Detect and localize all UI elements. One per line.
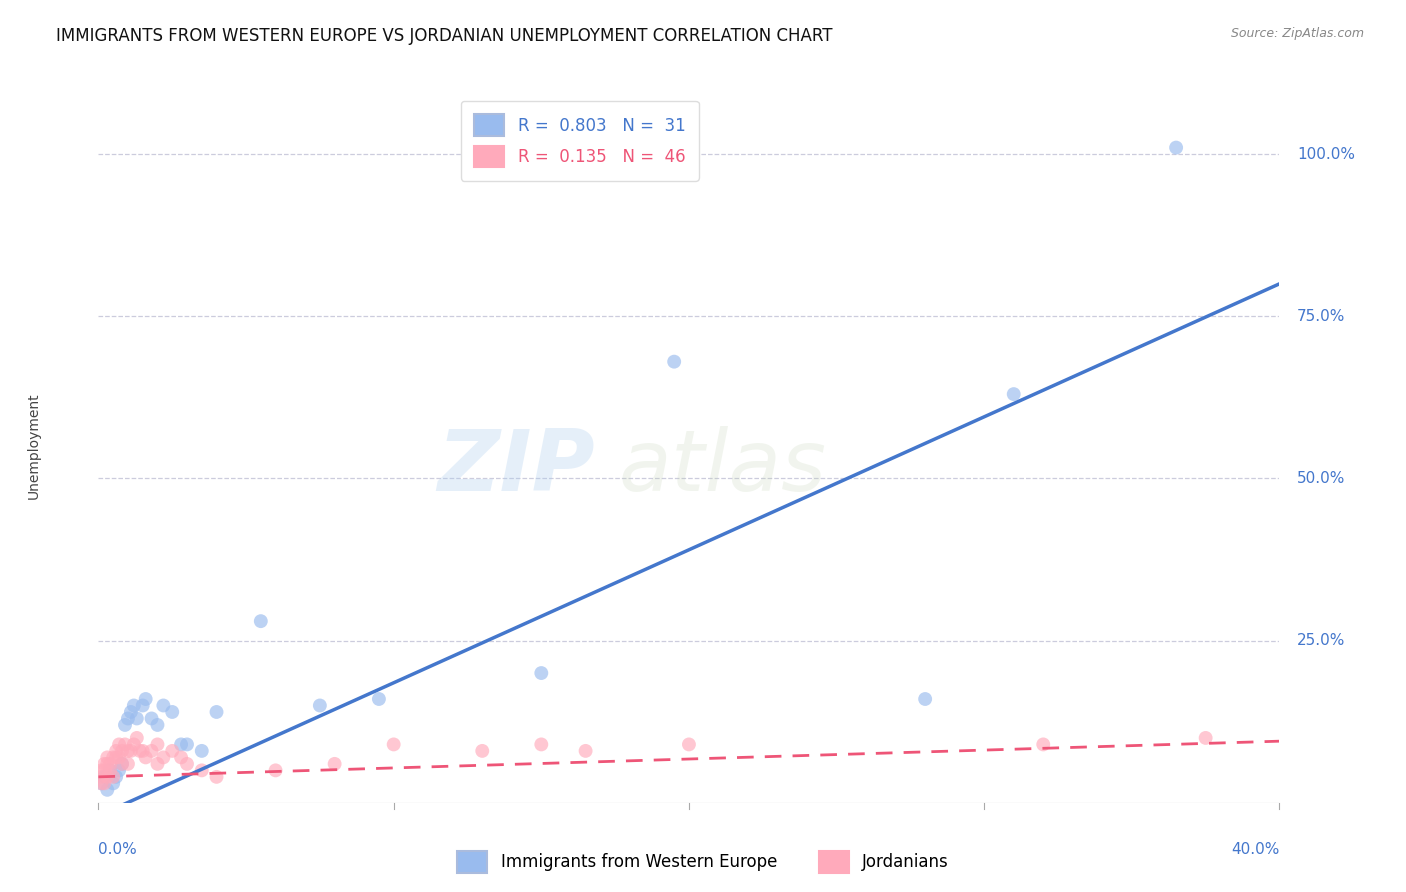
Point [105, 750, 128, 764]
Point [98, 764, 121, 778]
Point [108, 750, 131, 764]
Point [111, 744, 134, 758]
Point [914, 692, 936, 706]
Point [122, 698, 145, 713]
Point [108, 764, 131, 778]
Text: 25.0%: 25.0% [1298, 633, 1346, 648]
Point [132, 744, 155, 758]
Point [93, 756, 115, 771]
Point [264, 764, 287, 778]
Point [120, 705, 142, 719]
Point [135, 750, 157, 764]
Point [382, 738, 405, 752]
Point [96, 782, 118, 797]
Point [105, 770, 128, 784]
Point [111, 756, 134, 771]
Point [98, 764, 121, 778]
Point [368, 692, 391, 706]
Point [125, 711, 148, 725]
Legend: R =  0.803   N =  31, R =  0.135   N =  46: R = 0.803 N = 31, R = 0.135 N = 46 [461, 101, 699, 180]
Point [125, 731, 148, 745]
Point [471, 744, 494, 758]
Point [135, 692, 157, 706]
Point [90, 770, 112, 784]
Text: Source: ZipAtlas.com: Source: ZipAtlas.com [1230, 27, 1364, 40]
Text: ZIP: ZIP [437, 425, 595, 509]
Point [146, 718, 169, 732]
Point [678, 738, 700, 752]
Point [191, 744, 214, 758]
Point [170, 750, 193, 764]
Point [152, 698, 174, 713]
Point [90, 764, 112, 778]
Point [141, 711, 163, 725]
Text: 100.0%: 100.0% [1298, 146, 1355, 161]
Point [90, 776, 112, 790]
Point [205, 770, 228, 784]
Point [117, 711, 139, 725]
Point [111, 756, 134, 771]
Point [96, 750, 118, 764]
Point [323, 756, 346, 771]
Point [120, 744, 142, 758]
Text: IMMIGRANTS FROM WESTERN EUROPE VS JORDANIAN UNEMPLOYMENT CORRELATION CHART: IMMIGRANTS FROM WESTERN EUROPE VS JORDAN… [56, 27, 832, 45]
Point [103, 750, 125, 764]
Legend: Immigrants from Western Europe, Jordanians: Immigrants from Western Europe, Jordania… [450, 845, 956, 880]
Point [152, 750, 174, 764]
Point [146, 756, 169, 771]
Point [530, 666, 553, 681]
Text: 40.0%: 40.0% [1232, 842, 1279, 857]
Point [105, 744, 128, 758]
Point [132, 698, 155, 713]
Point [93, 764, 115, 778]
Point [103, 776, 125, 790]
Point [146, 738, 169, 752]
Point [117, 756, 139, 771]
Point [574, 744, 596, 758]
Point [176, 756, 198, 771]
Point [141, 744, 163, 758]
Point [96, 770, 118, 784]
Point [1032, 738, 1054, 752]
Point [93, 770, 115, 784]
Text: Unemployment: Unemployment [27, 392, 41, 500]
Text: 0.0%: 0.0% [98, 842, 138, 857]
Point [128, 744, 150, 758]
Point [309, 698, 332, 713]
Point [205, 705, 228, 719]
Point [162, 744, 183, 758]
Point [170, 738, 193, 752]
Point [93, 776, 115, 790]
Point [117, 744, 139, 758]
Point [114, 718, 136, 732]
Point [1002, 387, 1025, 401]
Point [98, 756, 121, 771]
Text: 50.0%: 50.0% [1298, 471, 1346, 486]
Point [96, 756, 118, 771]
Point [114, 738, 136, 752]
Text: atlas: atlas [619, 425, 827, 509]
Point [176, 738, 198, 752]
Point [103, 770, 125, 784]
Point [250, 614, 273, 628]
Point [90, 776, 112, 790]
Text: 75.0%: 75.0% [1298, 309, 1346, 324]
Point [530, 738, 553, 752]
Point [162, 705, 183, 719]
Point [122, 738, 145, 752]
Point [664, 354, 686, 368]
Point [191, 764, 214, 778]
Point [1195, 731, 1218, 745]
Point [1164, 140, 1187, 154]
Point [108, 738, 131, 752]
